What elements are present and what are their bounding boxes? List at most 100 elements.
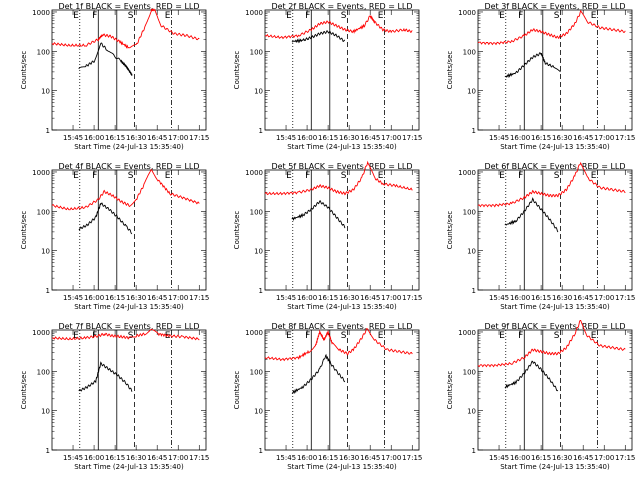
y-axis-label: Counts/sec [233,371,241,410]
y-tick-label: 100 [37,368,50,376]
panel-det-1f: Det 1f BLACK = Events, RED = LLD 1 10 100 10… [20,2,209,151]
plot-frame [51,329,207,451]
plot-frame [51,9,207,131]
time-marker-label: E [378,331,384,341]
plot-frame [51,169,207,291]
y-tick-label: 100 [37,208,50,216]
y-tick-label: 1 [472,287,476,295]
y-tick-label: 100 [463,368,476,376]
time-marker-label: S [128,331,134,341]
time-marker-label: S [554,11,560,21]
x-tick-label: 16:30 [552,454,572,462]
x-tick-label: 16:45 [573,294,593,302]
time-marker-label: F [305,11,310,21]
events-series-line [504,360,559,392]
panel-det-3f: Det 3f BLACK = Events, RED = LLD 1 10 100 10… [446,2,635,151]
x-tick-label: 17:15 [402,294,422,302]
y-tick-label: 1 [46,447,50,455]
panel-title: Det 5f BLACK = Events, RED = LLD [271,162,412,171]
y-tick-label: 1 [259,447,263,455]
time-marker-label: F [518,11,523,21]
panel-title: Det 8f BLACK = Events, RED = LLD [271,322,412,331]
x-tick-label: 15:45 [489,294,509,302]
lld-series-line [51,328,200,341]
events-series-line [78,42,133,76]
time-marker-label: S [554,171,560,181]
x-tick-label: 16:45 [360,454,380,462]
y-tick-label: 100 [463,208,476,216]
y-axis-label: Counts/sec [20,51,28,90]
x-tick-label: 16:15 [105,134,125,142]
x-tick-label: 15:45 [63,294,83,302]
time-marker-label: S [341,11,347,21]
x-tick-label: 16:00 [510,134,530,142]
x-tick-label: 16:45 [573,454,593,462]
time-marker-label: F [92,11,97,21]
y-tick-label: 10 [467,88,476,96]
x-axis-label: Start Time (24-Jul-13 15:35:40) [500,463,610,471]
x-tick-label: 16:15 [105,454,125,462]
events-series-line [78,202,133,235]
x-tick-label: 17:15 [189,134,209,142]
y-tick-label: 1000 [32,329,50,337]
x-axis-label: Start Time (24-Jul-13 15:35:40) [287,143,397,151]
y-tick-label: 1 [259,287,263,295]
y-axis-label: Counts/sec [20,371,28,410]
x-tick-label: 17:15 [615,294,635,302]
x-tick-label: 15:45 [63,134,83,142]
x-tick-label: 15:45 [276,134,296,142]
y-tick-label: 10 [467,248,476,256]
x-tick-label: 17:15 [615,134,635,142]
plot-frame [264,329,420,451]
time-marker-label: S [128,171,134,181]
panel-det-8f: Det 8f BLACK = Events, RED = LLD 1 10 100 10… [233,322,422,471]
x-tick-label: 15:45 [489,454,509,462]
x-tick-label: 15:45 [489,134,509,142]
x-tick-label: 16:15 [318,454,338,462]
x-tick-label: 16:30 [339,454,359,462]
x-tick-label: 17:00 [381,134,401,142]
time-marker-label: F [305,331,310,341]
x-tick-label: 16:30 [552,294,572,302]
x-tick-label: 16:45 [360,294,380,302]
x-tick-label: 17:00 [381,294,401,302]
x-tick-label: 17:00 [594,134,614,142]
x-tick-label: 17:15 [615,454,635,462]
x-tick-label: 16:45 [147,134,167,142]
events-series-line [504,197,559,233]
x-axis-label: Start Time (24-Jul-13 15:35:40) [287,463,397,471]
x-tick-label: 17:00 [594,294,614,302]
time-marker-label: E [499,11,505,21]
time-marker-label: E [73,11,79,21]
x-tick-label: 15:45 [276,454,296,462]
x-tick-label: 16:30 [339,134,359,142]
x-tick-label: 17:15 [189,454,209,462]
y-tick-label: 10 [41,88,50,96]
y-tick-label: 1000 [458,9,476,17]
panel-title: Det 3f BLACK = Events, RED = LLD [484,2,625,11]
x-tick-label: 16:00 [84,134,104,142]
time-marker-label: E [73,331,79,341]
lld-series-line [264,160,413,196]
y-axis-label: Counts/sec [446,51,454,90]
x-tick-label: 17:15 [402,454,422,462]
x-tick-label: 16:30 [126,294,146,302]
x-tick-label: 17:00 [168,134,188,142]
time-marker-label: F [92,171,97,181]
y-tick-label: 1 [46,127,50,135]
panel-det-9f: Det 9f BLACK = Events, RED = LLD 1 10 100 10… [446,319,635,471]
x-tick-label: 17:00 [381,454,401,462]
events-series-line [291,353,346,395]
x-tick-label: 16:15 [531,134,551,142]
x-tick-label: 16:45 [147,294,167,302]
x-axis-label: Start Time (24-Jul-13 15:35:40) [500,303,610,311]
time-marker-label: E [286,331,292,341]
x-tick-label: 16:45 [147,454,167,462]
y-tick-label: 1000 [245,169,263,177]
x-tick-label: 16:15 [531,294,551,302]
time-marker-label: F [518,331,523,341]
x-axis-label: Start Time (24-Jul-13 15:35:40) [74,143,184,151]
x-axis-label: Start Time (24-Jul-13 15:35:40) [500,143,610,151]
time-marker-label: E [378,171,384,181]
lld-series-line [51,168,200,211]
